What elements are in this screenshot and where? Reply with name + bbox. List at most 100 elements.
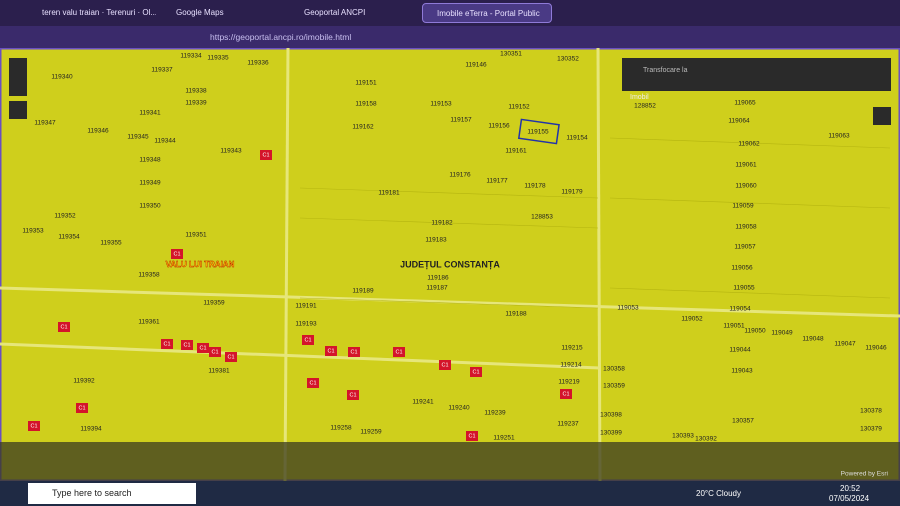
parcel-number: 128852 — [634, 103, 656, 110]
parcel-number: 119063 — [828, 133, 850, 140]
parcel-number: 119157 — [450, 117, 472, 124]
building-label: C1 — [309, 380, 316, 386]
toolbar — [0, 26, 900, 48]
building-label: C1 — [349, 392, 356, 398]
building — [302, 335, 314, 345]
parcel-number: 119155 — [527, 129, 549, 136]
parcel-number: 119056 — [731, 265, 753, 272]
building-label: C1 — [350, 349, 357, 355]
building — [181, 340, 193, 350]
parcel-number: 119188 — [505, 311, 527, 318]
parcel-number: 130352 — [557, 56, 579, 63]
parcel-number: 119339 — [185, 100, 207, 107]
parcel-number: 119239 — [484, 410, 506, 417]
building-label: C1 — [327, 348, 334, 354]
tab[interactable]: Geoportal ANCPI — [304, 8, 366, 17]
bottom-panel — [0, 442, 900, 481]
building — [260, 150, 272, 160]
parcel-number: 119355 — [100, 240, 122, 247]
parcel-number: 119214 — [560, 362, 582, 369]
parcel-number: 119183 — [425, 237, 447, 244]
parcel-number: 119358 — [138, 272, 160, 279]
building-label: C1 — [304, 337, 311, 343]
parcel-number: 119215 — [561, 345, 583, 352]
parcel-number: 119179 — [561, 189, 583, 196]
parcel-number: 119151 — [355, 80, 377, 87]
parcel-number: 119048 — [802, 336, 824, 343]
parcel-number: 119193 — [295, 321, 317, 328]
list-button[interactable] — [873, 107, 891, 125]
parcel-number: 119051 — [723, 323, 745, 330]
parcel-number: 119394 — [80, 426, 102, 433]
parcel-number: 119176 — [449, 172, 471, 179]
parcel-number: 128853 — [531, 214, 553, 221]
tab[interactable]: Imobile eTerra - Portal Public — [422, 3, 552, 23]
parcel-number: 119054 — [729, 306, 751, 313]
parcel-number: 119338 — [185, 88, 207, 95]
map: C1 C1 C1 C1 C1 C1 C1 C1 C1 C1 C1 C1 C1 C1 C1 C1 C1 C1 C1 C1… — [0, 48, 900, 481]
search-panel — [622, 58, 891, 91]
building — [560, 389, 572, 399]
parcel-number: 119186 — [427, 275, 449, 282]
building — [161, 339, 173, 349]
parcel-number: 119241 — [412, 399, 434, 406]
parcel-number: 119334 — [180, 53, 202, 60]
parcel-number: 130351 — [500, 51, 522, 58]
parcel-number: 119354 — [58, 234, 80, 241]
parcel-number: 119060 — [735, 183, 757, 190]
parcel-number: 119359 — [203, 300, 225, 307]
building — [393, 347, 405, 357]
weather: 20°C Cloudy — [696, 489, 741, 498]
parcel-number: 119341 — [139, 110, 161, 117]
region-label: VALU LUI TRAIAN — [166, 260, 235, 269]
parcel-lines — [299, 137, 891, 309]
parcel-number: 119152 — [508, 104, 530, 111]
building-label: C1 — [472, 369, 479, 375]
parcel-number: 130392 — [695, 436, 717, 443]
locate-button[interactable] — [9, 101, 27, 119]
building — [171, 249, 183, 259]
parcel-number: 119182 — [431, 220, 453, 227]
building — [209, 347, 221, 357]
parcel-number: 119219 — [558, 379, 580, 386]
parcel-number: 119351 — [185, 232, 207, 239]
region-label: JUDEȚUL CONSTANȚA — [400, 259, 500, 269]
parcel-number: 119181 — [378, 190, 400, 197]
parcel-number: 119336 — [247, 60, 269, 67]
parcel-number: 119189 — [352, 288, 374, 295]
parcel-number: 119061 — [735, 162, 757, 169]
parcel-number: 130358 — [603, 366, 625, 373]
building — [197, 343, 209, 353]
url[interactable]: https://geoportal.ancpi.ro/imobile.html — [210, 32, 352, 42]
tab[interactable]: teren valu traian · Terenuri · Ol... — [42, 8, 156, 17]
search-input[interactable]: Transfocare la — [643, 67, 688, 74]
parcel-number: 130379 — [860, 426, 882, 433]
selected-parcel[interactable] — [517, 118, 560, 145]
building-label: C1 — [183, 342, 190, 348]
building-label: C1 — [262, 152, 269, 158]
parcel-number: 119052 — [681, 316, 703, 323]
parcel-number: 119259 — [360, 429, 382, 436]
parcel-number: 119065 — [734, 100, 756, 107]
parcel-number: 119044 — [729, 347, 751, 354]
parcel-number: 119191 — [295, 303, 317, 310]
tab[interactable]: Google Maps — [176, 8, 224, 17]
building — [470, 367, 482, 377]
parcel-number: 119177 — [486, 178, 508, 185]
parcel-number: 119237 — [557, 421, 579, 428]
zoom-control[interactable] — [9, 58, 27, 96]
parcel-number: 119055 — [733, 285, 755, 292]
parcel-number: 130399 — [600, 430, 622, 437]
building-label: C1 — [30, 423, 37, 429]
parcel-number: 119337 — [151, 67, 173, 74]
taskbar-search[interactable]: Type here to search — [28, 483, 196, 504]
building-label: C1 — [441, 362, 448, 368]
parcel-number: 119340 — [51, 74, 73, 81]
parcel-number: 130378 — [860, 408, 882, 415]
parcel-number: 119064 — [728, 118, 750, 125]
parcel-number: 119046 — [865, 345, 887, 352]
building — [347, 390, 359, 400]
building — [325, 346, 337, 356]
building-label: C1 — [211, 349, 218, 355]
parcel-number: 119146 — [465, 62, 487, 69]
